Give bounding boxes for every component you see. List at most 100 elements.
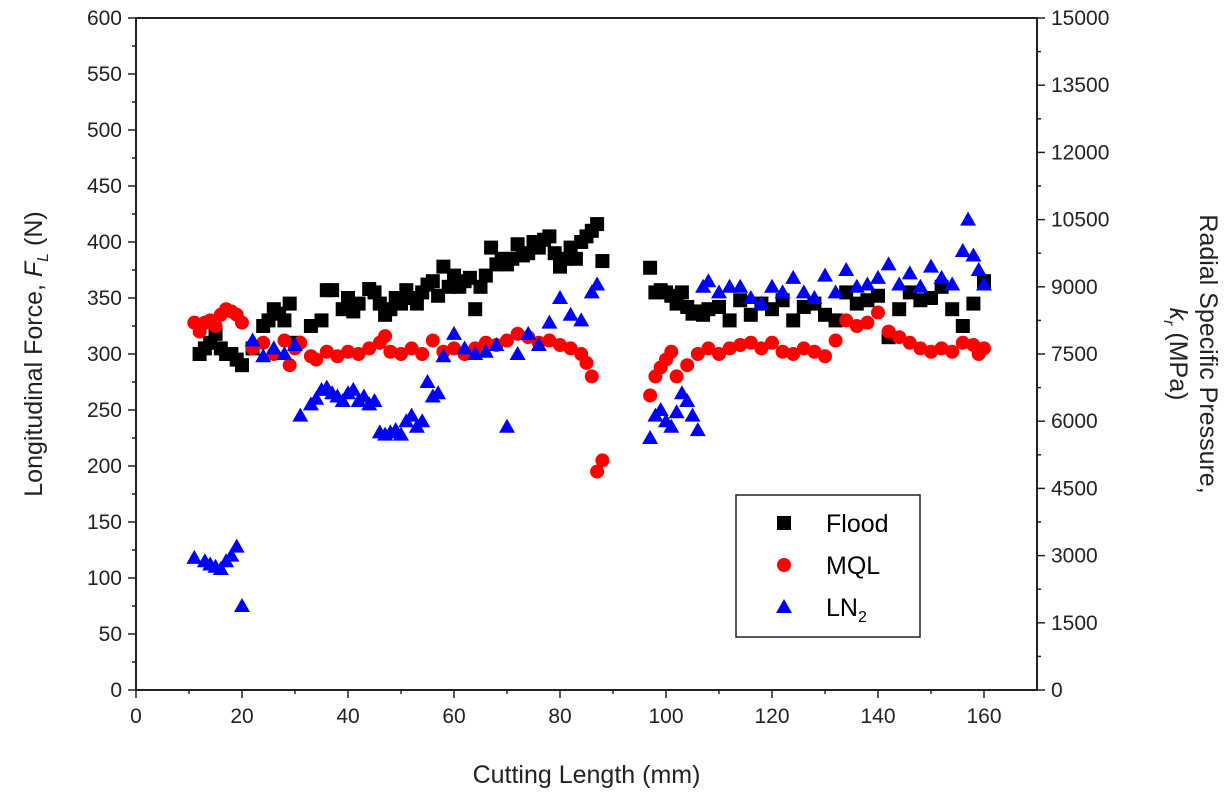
data-point-ln2 bbox=[859, 276, 876, 291]
data-point-flood bbox=[892, 302, 907, 317]
data-point-mql bbox=[425, 333, 440, 348]
y-left-tick-label: 400 bbox=[87, 231, 122, 254]
y-left-tick-label: 200 bbox=[87, 455, 122, 478]
data-point-mql bbox=[235, 315, 249, 330]
data-point-mql bbox=[595, 453, 610, 468]
data-point-mql bbox=[277, 333, 292, 348]
data-point-flood bbox=[913, 293, 928, 308]
data-point-mql bbox=[765, 335, 779, 350]
data-point-mql bbox=[934, 341, 949, 356]
data-point-ln2 bbox=[345, 381, 362, 396]
data-point-ln2 bbox=[827, 284, 844, 299]
y-right-tick-label: 7500 bbox=[1051, 343, 1098, 366]
data-point-flood bbox=[818, 307, 832, 322]
data-point-mql bbox=[378, 329, 393, 344]
series-flood bbox=[192, 217, 991, 373]
legend-marker-ln2 bbox=[776, 599, 792, 613]
plot-area bbox=[186, 211, 992, 612]
data-point-flood bbox=[314, 313, 329, 328]
data-point-mql bbox=[309, 352, 324, 367]
y-left-tick-label: 450 bbox=[87, 175, 122, 198]
data-point-flood bbox=[849, 296, 864, 311]
data-point-ln2 bbox=[912, 278, 929, 293]
y-left-tick-label: 0 bbox=[110, 679, 122, 702]
data-point-flood bbox=[521, 246, 536, 261]
data-point-ln2 bbox=[573, 312, 590, 327]
data-point-ln2 bbox=[308, 390, 325, 405]
data-point-flood bbox=[510, 237, 525, 252]
data-point-ln2 bbox=[684, 407, 701, 422]
series-ln2 bbox=[186, 211, 992, 612]
data-point-mql bbox=[924, 344, 938, 359]
data-point-flood bbox=[786, 313, 801, 328]
data-point-ln2 bbox=[430, 385, 447, 400]
data-point-mql bbox=[818, 349, 832, 364]
y-left-tick-label: 250 bbox=[87, 399, 122, 422]
data-point-mql bbox=[282, 358, 297, 373]
data-point-ln2 bbox=[244, 332, 261, 347]
data-point-mql bbox=[590, 464, 605, 479]
data-point-mql bbox=[383, 344, 398, 359]
data-point-mql bbox=[510, 326, 525, 341]
data-point-mql bbox=[701, 341, 716, 356]
legend-item-mql: MQL bbox=[777, 552, 880, 580]
y-axis-left-title-text: Longitudinal Force, bbox=[20, 277, 48, 497]
data-point-ln2 bbox=[562, 306, 579, 321]
y-right-tick-label: 1500 bbox=[1051, 612, 1098, 635]
data-point-flood bbox=[303, 319, 318, 333]
data-point-flood bbox=[431, 288, 446, 303]
data-point-flood bbox=[828, 313, 843, 328]
data-point-mql bbox=[643, 388, 658, 403]
legend-label-subscript: 2 bbox=[858, 609, 867, 626]
data-point-mql bbox=[828, 333, 843, 348]
data-point-ln2 bbox=[721, 278, 738, 293]
data-point-ln2 bbox=[265, 340, 282, 355]
y-right-tick-label: 4500 bbox=[1051, 477, 1098, 500]
data-point-flood bbox=[478, 268, 493, 283]
data-point-ln2 bbox=[700, 273, 717, 288]
data-point-flood bbox=[447, 268, 461, 283]
y-left-tick-label: 550 bbox=[87, 63, 122, 86]
y-axis-right-title: Radial Specific Pressure, kr (MPa) bbox=[1160, 214, 1222, 493]
data-point-ln2 bbox=[223, 547, 240, 562]
data-point-flood bbox=[839, 285, 854, 300]
data-point-mql bbox=[341, 344, 355, 359]
data-point-flood bbox=[743, 307, 758, 322]
y-left-tick-label: 150 bbox=[87, 511, 122, 534]
data-point-ln2 bbox=[901, 265, 918, 280]
data-point-mql bbox=[500, 333, 514, 348]
data-point-ln2 bbox=[753, 295, 770, 310]
data-point-ln2 bbox=[954, 242, 971, 257]
y-axis-right-title-symbol: k bbox=[1164, 308, 1192, 322]
y-axis-right-title-line2: kr (MPa) bbox=[1160, 308, 1192, 401]
data-point-mql bbox=[542, 333, 557, 348]
data-point-flood bbox=[568, 251, 583, 266]
data-point-ln2 bbox=[287, 337, 303, 352]
y-axis-right-title-line1: Radial Specific Pressure, bbox=[1194, 214, 1222, 493]
data-point-mql bbox=[362, 341, 377, 356]
data-point-flood bbox=[468, 302, 483, 317]
y-right-tick-label: 6000 bbox=[1051, 410, 1098, 433]
data-point-flood bbox=[261, 313, 276, 328]
data-point-flood bbox=[473, 279, 488, 294]
data-point-flood bbox=[505, 251, 520, 266]
data-point-mql bbox=[860, 315, 875, 330]
data-point-mql bbox=[775, 344, 790, 359]
y-axis-right-title-unit: (MPa) bbox=[1164, 325, 1192, 400]
legend-marker-mql bbox=[777, 558, 791, 572]
data-point-flood bbox=[590, 217, 605, 232]
data-point-flood bbox=[394, 296, 408, 311]
data-point-mql bbox=[849, 319, 864, 333]
data-point-ln2 bbox=[711, 284, 727, 299]
data-point-flood bbox=[674, 285, 689, 300]
data-point-mql bbox=[722, 341, 737, 356]
data-point-ln2 bbox=[891, 276, 908, 291]
y-right-tick-label: 13500 bbox=[1051, 74, 1109, 97]
data-point-mql bbox=[733, 338, 748, 353]
data-point-mql bbox=[553, 338, 567, 353]
y-left-tick-label: 100 bbox=[87, 567, 122, 590]
data-point-mql bbox=[743, 335, 758, 350]
data-point-mql bbox=[690, 347, 705, 361]
data-point-mql bbox=[447, 341, 461, 356]
data-point-ln2 bbox=[965, 247, 982, 262]
